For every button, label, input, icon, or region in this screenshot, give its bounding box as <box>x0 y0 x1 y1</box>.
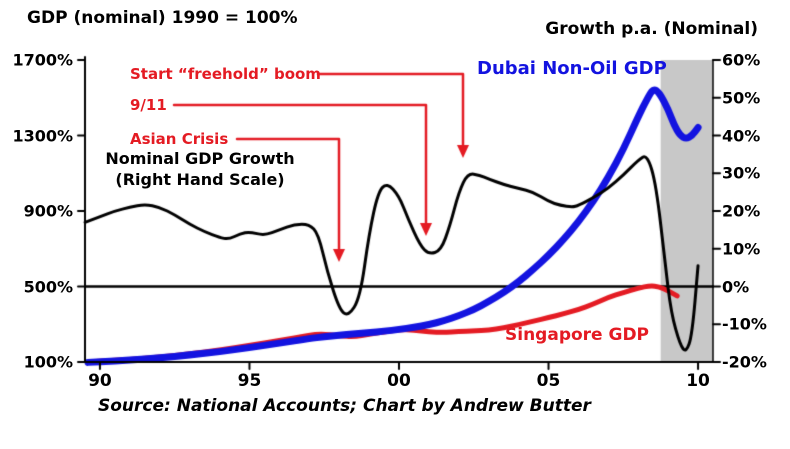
x-tick-label: 05 <box>536 371 561 391</box>
singapore-series-label: Singapore GDP <box>505 325 650 345</box>
y-left-tick-label: 1300% <box>12 126 73 145</box>
y-right-tick-label: -20% <box>722 352 767 372</box>
y-left-tick-label: 100% <box>23 352 73 372</box>
y-right-tick-label: 30% <box>722 163 761 183</box>
y-left-tick-label: 500% <box>23 277 73 296</box>
y-right-tick-label: 10% <box>722 239 761 259</box>
y-right-tick-label: 60% <box>722 50 761 70</box>
left-axis-title: GDP (nominal) 1990 = 100% <box>27 8 298 28</box>
y-right-tick-label: 50% <box>722 88 761 108</box>
annotation-asian-crisis: Asian Crisis <box>130 130 229 148</box>
x-tick-label: 10 <box>686 371 710 391</box>
x-tick-label: 95 <box>237 371 262 391</box>
y-right-tick-label: -10% <box>722 314 767 334</box>
annotation-freehold-boom: Start “freehold” boom <box>130 65 321 83</box>
source-caption: Source: National Accounts; Chart by Andr… <box>98 396 591 416</box>
x-tick-label: 00 <box>387 371 411 391</box>
growth-series-label: Nominal GDP Growth (Right Hand Scale) <box>105 149 295 189</box>
annotation-nine-eleven: 9/11 <box>130 96 167 114</box>
y-left-tick-label: 900% <box>23 201 73 221</box>
y-right-tick-label: 40% <box>722 126 761 145</box>
dubai-series-label: Dubai Non-Oil GDP <box>477 58 667 79</box>
y-right-tick-label: 20% <box>722 201 761 221</box>
right-axis-title: Growth p.a. (Nominal) <box>545 19 758 39</box>
y-left-tick-label: 1700% <box>12 50 73 70</box>
y-right-tick-label: 0% <box>722 277 750 296</box>
x-tick-label: 90 <box>88 371 112 391</box>
